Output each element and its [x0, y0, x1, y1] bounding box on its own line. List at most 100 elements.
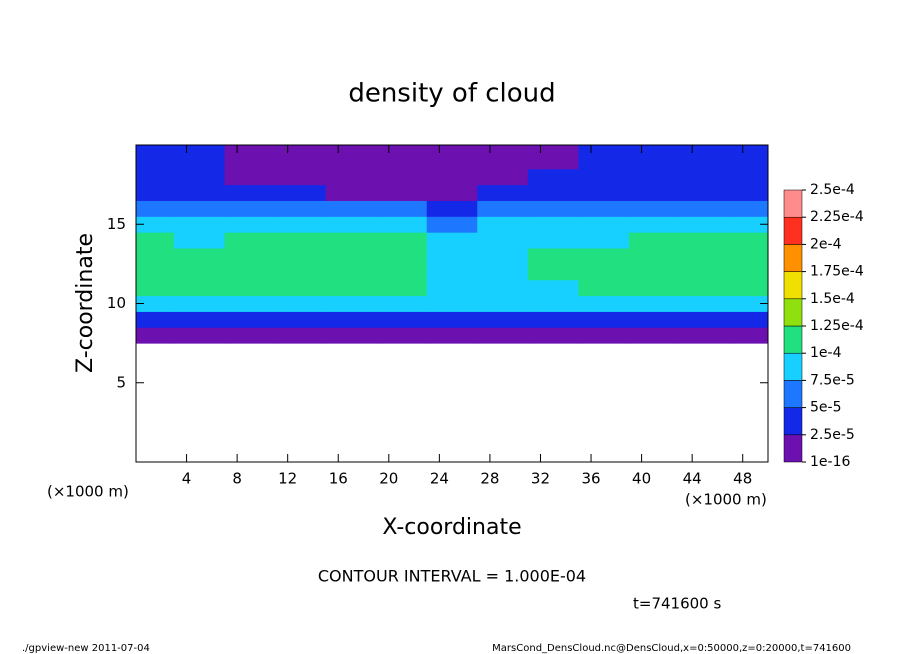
cell — [527, 295, 579, 312]
cell — [275, 248, 327, 265]
cell — [477, 327, 529, 344]
cell — [275, 168, 327, 186]
x-tick-label: 40 — [632, 470, 651, 488]
cell — [730, 248, 768, 265]
cell — [527, 152, 579, 170]
cell — [578, 216, 630, 233]
cell — [679, 232, 731, 249]
cell — [628, 295, 681, 312]
cell — [628, 327, 681, 344]
y-tick-label: 10 — [107, 294, 126, 312]
colorbar-label: 2.25e-4 — [810, 209, 864, 225]
cell — [426, 200, 478, 217]
x-axis-label: X-coordinate — [382, 515, 521, 540]
cell — [173, 279, 225, 297]
cell — [527, 327, 579, 344]
cell — [426, 216, 478, 233]
y-tick-label: 5 — [116, 373, 126, 391]
cell — [376, 327, 428, 344]
cell — [224, 327, 276, 344]
cell — [173, 216, 225, 233]
cell — [426, 152, 478, 170]
x-tick-label: 32 — [531, 470, 550, 488]
cell — [275, 200, 327, 217]
cell — [136, 248, 175, 265]
cell — [224, 200, 276, 217]
cell — [136, 263, 175, 281]
cell — [224, 184, 276, 201]
x-tick-label: 48 — [733, 470, 752, 488]
cell — [628, 279, 681, 297]
cell — [730, 168, 768, 186]
cell — [136, 216, 175, 233]
cell — [275, 295, 327, 312]
cell — [173, 295, 225, 312]
footer-left: ./gpview-new 2011-07-04 — [22, 643, 150, 654]
cell — [628, 311, 681, 328]
cell — [730, 232, 768, 249]
cell — [730, 279, 768, 297]
cell — [376, 311, 428, 328]
cell — [325, 327, 377, 344]
cell — [275, 311, 327, 328]
time-label: t=741600 s — [633, 595, 721, 613]
cell — [173, 152, 225, 170]
cell — [136, 152, 175, 170]
cell — [376, 263, 428, 281]
cell — [275, 152, 327, 170]
colorbar-label: 1e-16 — [810, 454, 850, 470]
chart-title: density of cloud — [348, 79, 555, 109]
cell — [628, 232, 681, 249]
cell — [477, 168, 529, 186]
x-tick-label: 12 — [278, 470, 297, 488]
cell — [426, 279, 478, 297]
cell — [578, 279, 630, 297]
cell — [730, 263, 768, 281]
cell — [325, 295, 377, 312]
colorbar-box — [783, 298, 803, 327]
cell — [275, 145, 327, 154]
cell — [136, 145, 175, 154]
cell — [275, 232, 327, 249]
cell — [679, 311, 731, 328]
colorbar-box — [783, 325, 803, 354]
cell — [224, 152, 276, 170]
x-tick-label: 28 — [480, 470, 499, 488]
cell — [426, 311, 478, 328]
footer-right: MarsCond_DensCloud.nc@DensCloud,x=0:5000… — [492, 643, 851, 654]
cell — [325, 263, 377, 281]
colorbar-box — [783, 407, 803, 436]
cell — [578, 200, 630, 217]
cell — [477, 248, 529, 265]
cell — [325, 145, 377, 154]
cell — [325, 184, 377, 201]
cell — [173, 248, 225, 265]
cell — [477, 145, 529, 154]
cell — [578, 145, 630, 154]
cell — [527, 145, 579, 154]
cell — [136, 295, 175, 312]
cell — [527, 279, 579, 297]
cell — [477, 232, 529, 249]
cell — [527, 248, 579, 265]
y-tick-label: 15 — [107, 215, 126, 233]
colorbar-label: 5e-5 — [810, 400, 841, 416]
cell — [578, 311, 630, 328]
colorbar-label: 1e-4 — [810, 345, 842, 361]
cell — [136, 200, 175, 217]
cell — [527, 311, 579, 328]
cell — [275, 279, 327, 297]
cell — [578, 152, 630, 170]
colorbar-box — [783, 352, 803, 381]
cell — [730, 216, 768, 233]
cell — [136, 327, 175, 344]
cell — [578, 327, 630, 344]
cell — [628, 248, 681, 265]
cell — [578, 248, 630, 265]
cell — [679, 216, 731, 233]
cell — [136, 232, 175, 249]
cell — [173, 168, 225, 186]
cell — [578, 263, 630, 281]
cell — [325, 232, 377, 249]
cell — [376, 279, 428, 297]
